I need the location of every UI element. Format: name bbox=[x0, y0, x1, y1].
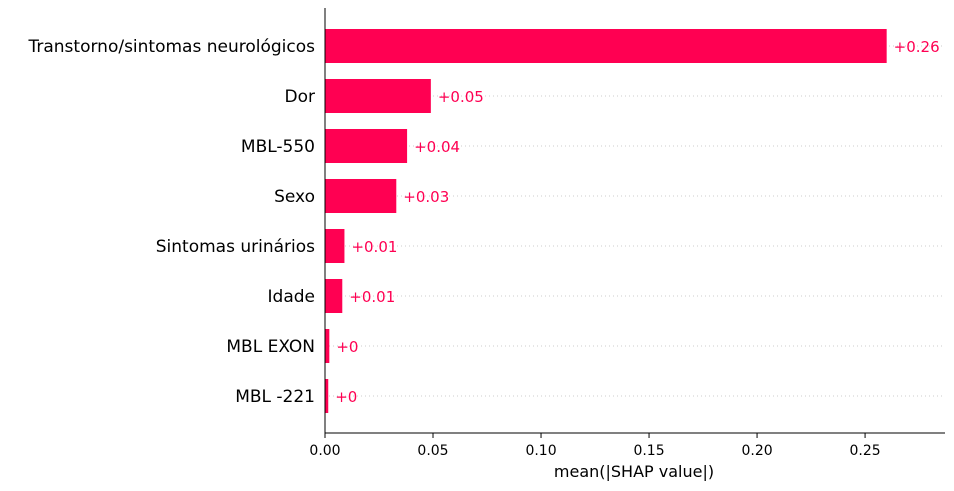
feature-label: Sexo bbox=[274, 187, 315, 207]
value-label: +0.04 bbox=[414, 138, 460, 156]
feature-label: Idade bbox=[268, 287, 315, 307]
bar bbox=[325, 329, 330, 363]
x-tick-label: 0.00 bbox=[309, 443, 340, 459]
value-label: +0 bbox=[335, 388, 357, 406]
feature-label: MBL-550 bbox=[241, 137, 315, 157]
x-axis-ticks: 0.00 0.05 0.10 0.15 0.20 0.25 bbox=[309, 433, 881, 459]
value-label: +0 bbox=[336, 338, 358, 356]
bar bbox=[325, 379, 329, 413]
bars bbox=[325, 29, 887, 413]
x-tick-label: 0.25 bbox=[849, 443, 880, 459]
x-tick-label: 0.10 bbox=[525, 443, 556, 459]
bar bbox=[325, 29, 887, 63]
value-label: +0.26 bbox=[894, 38, 940, 56]
value-label: +0.03 bbox=[403, 188, 449, 206]
bar bbox=[325, 179, 397, 213]
feature-label: Dor bbox=[285, 87, 315, 107]
value-label: +0.01 bbox=[351, 238, 397, 256]
x-tick-label: 0.15 bbox=[633, 443, 664, 459]
bar bbox=[325, 229, 345, 263]
x-axis-title: mean(|SHAP value|) bbox=[554, 462, 714, 481]
feature-label: Transtorno/sintomas neurológicos bbox=[27, 37, 315, 57]
x-tick-label: 0.05 bbox=[417, 443, 448, 459]
bar bbox=[325, 79, 431, 113]
value-label: +0.05 bbox=[438, 88, 484, 106]
feature-labels: Transtorno/sintomas neurológicos Dor MBL-5… bbox=[27, 37, 315, 407]
bar bbox=[325, 279, 343, 313]
bar bbox=[325, 129, 408, 163]
value-label: +0.01 bbox=[349, 288, 395, 306]
feature-label: MBL -221 bbox=[235, 387, 315, 407]
feature-label: MBL EXON bbox=[226, 337, 315, 357]
feature-label: Sintomas urinários bbox=[156, 237, 315, 257]
x-tick-label: 0.20 bbox=[741, 443, 772, 459]
value-labels: +0.26 +0.05 +0.04 +0.03 +0.01 +0.01 +0 +0 bbox=[335, 38, 939, 406]
